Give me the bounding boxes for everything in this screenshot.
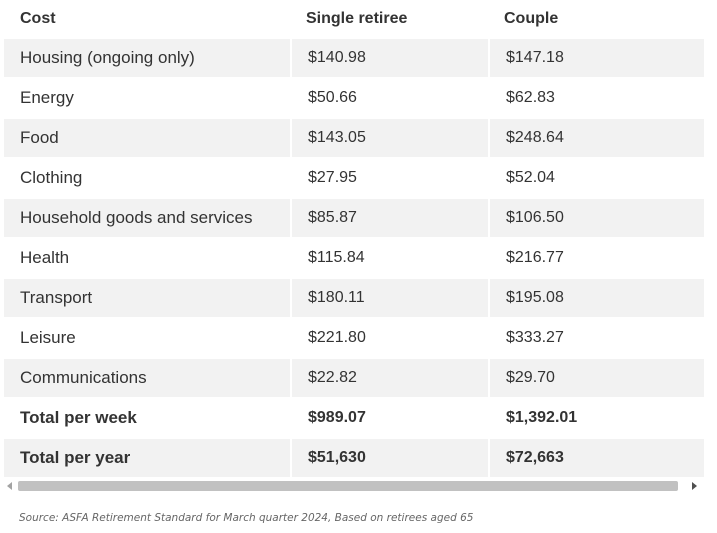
cell-couple: $147.18 xyxy=(488,37,704,77)
cell-single: $85.87 xyxy=(290,197,488,237)
cell-single: $115.84 xyxy=(290,237,488,277)
cell-cost: Communications xyxy=(4,357,290,397)
cell-single: $27.95 xyxy=(290,157,488,197)
cell-couple: $72,663 xyxy=(488,437,704,477)
cell-cost: Food xyxy=(4,117,290,157)
header-cost: Cost xyxy=(4,0,290,37)
cell-couple: $216.77 xyxy=(488,237,704,277)
table-row: Household goods and services $85.87 $106… xyxy=(4,197,704,237)
cell-cost: Total per year xyxy=(4,437,290,477)
scroll-right-icon[interactable] xyxy=(692,482,697,490)
horizontal-scrollbar[interactable] xyxy=(4,478,701,494)
cell-cost: Transport xyxy=(4,277,290,317)
cell-cost: Housing (ongoing only) xyxy=(4,37,290,77)
table-row: Food $143.05 $248.64 xyxy=(4,117,704,157)
table-header-row: Cost Single retiree Couple xyxy=(4,0,704,37)
cell-couple: $52.04 xyxy=(488,157,704,197)
table-row-total-week: Total per week $989.07 $1,392.01 xyxy=(4,397,704,437)
cell-couple: $333.27 xyxy=(488,317,704,357)
scroll-thumb[interactable] xyxy=(18,481,678,491)
cell-single: $50.66 xyxy=(290,77,488,117)
table-row: Transport $180.11 $195.08 xyxy=(4,277,704,317)
cell-cost: Energy xyxy=(4,77,290,117)
cell-single: $180.11 xyxy=(290,277,488,317)
cell-single: $22.82 xyxy=(290,357,488,397)
table-row: Health $115.84 $216.77 xyxy=(4,237,704,277)
cell-single: $221.80 xyxy=(290,317,488,357)
cell-couple: $29.70 xyxy=(488,357,704,397)
cell-single: $51,630 xyxy=(290,437,488,477)
table-row: Housing (ongoing only) $140.98 $147.18 xyxy=(4,37,704,77)
cell-cost: Health xyxy=(4,237,290,277)
cell-cost: Total per week xyxy=(4,397,290,437)
header-couple: Couple xyxy=(488,0,704,37)
scroll-left-icon[interactable] xyxy=(7,482,12,490)
table-row-total-year: Total per year $51,630 $72,663 xyxy=(4,437,704,477)
cell-single: $140.98 xyxy=(290,37,488,77)
source-note: Source: ASFA Retirement Standard for Mar… xyxy=(19,512,474,524)
cell-single: $989.07 xyxy=(290,397,488,437)
cell-couple: $248.64 xyxy=(488,117,704,157)
table-row: Communications $22.82 $29.70 xyxy=(4,357,704,397)
cell-couple: $106.50 xyxy=(488,197,704,237)
table-row: Energy $50.66 $62.83 xyxy=(4,77,704,117)
table-row: Leisure $221.80 $333.27 xyxy=(4,317,704,357)
table-row: Clothing $27.95 $52.04 xyxy=(4,157,704,197)
retirement-cost-table: Cost Single retiree Couple Housing (ongo… xyxy=(4,0,704,477)
cell-cost: Household goods and services xyxy=(4,197,290,237)
cell-cost: Clothing xyxy=(4,157,290,197)
cell-couple: $62.83 xyxy=(488,77,704,117)
cell-couple: $195.08 xyxy=(488,277,704,317)
cell-cost: Leisure xyxy=(4,317,290,357)
cell-single: $143.05 xyxy=(290,117,488,157)
cell-couple: $1,392.01 xyxy=(488,397,704,437)
header-single-retiree: Single retiree xyxy=(290,0,488,37)
